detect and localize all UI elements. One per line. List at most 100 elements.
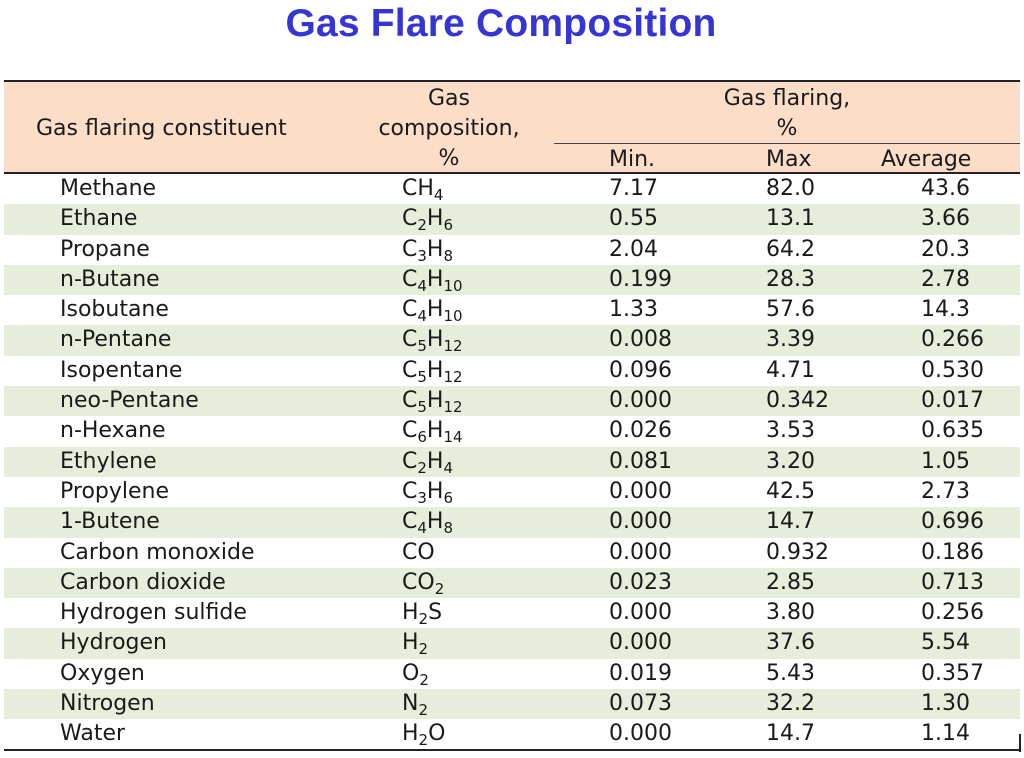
formula-subscript: 8 bbox=[443, 246, 454, 265]
cell-max: 0.342 bbox=[766, 388, 829, 414]
cell-min: 0.000 bbox=[609, 388, 672, 414]
cell-min: 0.55 bbox=[609, 206, 658, 232]
formula-element: H bbox=[426, 478, 444, 504]
header-constituent: Gas flaring constituent bbox=[36, 116, 287, 141]
table-row: Isobutane C4H10 1.33 57.6 14.3 bbox=[4, 295, 1020, 325]
cell-constituent: neo-Pentane bbox=[60, 388, 199, 414]
table-row: n-Butane C4H10 0.199 28.3 2.78 bbox=[4, 264, 1020, 296]
cell-constituent: n-Butane bbox=[60, 266, 160, 292]
cell-formula: CO2 bbox=[402, 570, 444, 597]
formula-element: C bbox=[402, 418, 418, 444]
table-row: Carbon monoxide CO 0.000 0.932 0.186 bbox=[4, 538, 1020, 568]
cell-average: 1.05 bbox=[921, 448, 970, 474]
formula-element: S bbox=[428, 600, 443, 626]
cell-constituent: Carbon monoxide bbox=[60, 539, 255, 565]
cell-average: 0.635 bbox=[921, 418, 984, 444]
formula-element: C bbox=[402, 236, 418, 262]
formula-element: H bbox=[426, 418, 444, 444]
formula-subscript: 4 bbox=[417, 519, 427, 538]
cell-constituent: Hydrogen sulfide bbox=[60, 600, 247, 626]
cell-constituent: Ethylene bbox=[60, 448, 157, 474]
table-row: Hydrogen sulfide H2S 0.000 3.80 0.256 bbox=[4, 598, 1020, 628]
cell-average: 1.30 bbox=[921, 691, 970, 717]
cell-average: 5.54 bbox=[921, 630, 970, 656]
formula-element: O bbox=[402, 660, 420, 686]
formula-subscript: 6 bbox=[443, 488, 454, 507]
cell-average: 0.266 bbox=[921, 327, 984, 353]
cell-min: 0.000 bbox=[609, 539, 672, 565]
table-body: Methane CH4 7.17 82.0 43.6 Ethane C2H6 0.55 13.1… bbox=[4, 174, 1020, 750]
cell-average: 20.3 bbox=[921, 236, 970, 262]
table-row: Isopentane C5H12 0.096 4.71 0.530 bbox=[4, 356, 1020, 386]
formula-element: H bbox=[426, 266, 444, 292]
header-composition-line2: composition, bbox=[378, 116, 520, 141]
table-row: Ethylene C2H4 0.081 3.20 1.05 bbox=[4, 446, 1020, 477]
cell-max: 42.5 bbox=[766, 478, 815, 504]
cell-formula: C6H14 bbox=[402, 418, 463, 447]
cell-formula: C2H4 bbox=[402, 448, 453, 477]
cell-min: 0.023 bbox=[609, 569, 672, 595]
formula-element: H bbox=[426, 357, 444, 383]
cell-constituent: Ethane bbox=[60, 206, 138, 232]
cell-formula: H2S bbox=[402, 600, 443, 627]
cell-constituent: Methane bbox=[60, 176, 157, 201]
formula-subscript: 14 bbox=[443, 428, 463, 447]
cell-formula: N2 bbox=[402, 691, 429, 720]
table-row: n-Hexane C6H14 0.026 3.53 0.635 bbox=[4, 416, 1020, 446]
cell-min: 0.026 bbox=[609, 418, 672, 444]
table-row: neo-Pentane C5H12 0.000 0.342 0.017 bbox=[4, 386, 1020, 417]
formula-subscript: 2 bbox=[417, 216, 427, 235]
cell-constituent: Nitrogen bbox=[60, 691, 155, 717]
formula-subscript: 2 bbox=[418, 701, 429, 720]
cell-max: 4.71 bbox=[766, 357, 815, 383]
formula-element: H bbox=[402, 630, 419, 656]
formula-subscript: 3 bbox=[417, 488, 427, 507]
table-row: 1-Butene C4H8 0.000 14.7 0.696 bbox=[4, 507, 1020, 538]
formula-element: H bbox=[426, 388, 444, 414]
cell-average: 0.357 bbox=[921, 660, 984, 686]
cell-average: 3.66 bbox=[921, 206, 970, 232]
formula-subscript: 10 bbox=[443, 276, 463, 295]
formula-element: CO bbox=[402, 539, 435, 565]
header-composition-line3: % bbox=[438, 146, 460, 171]
cell-min: 7.17 bbox=[609, 176, 658, 201]
cell-average: 0.713 bbox=[921, 569, 984, 595]
header-average: Average bbox=[881, 147, 972, 172]
formula-subscript: 5 bbox=[417, 398, 427, 417]
cell-min: 0.000 bbox=[609, 630, 672, 656]
cell-average: 0.696 bbox=[921, 509, 984, 535]
formula-element: H bbox=[426, 327, 444, 353]
header-max: Max bbox=[766, 147, 812, 172]
table-row: Nitrogen N2 0.073 32.2 1.30 bbox=[4, 689, 1020, 720]
cell-min: 1.33 bbox=[609, 297, 658, 323]
formula-subscript: 6 bbox=[417, 428, 427, 447]
cell-constituent: Propylene bbox=[60, 478, 170, 504]
cell-min: 0.081 bbox=[609, 448, 672, 474]
formula-element: H bbox=[426, 448, 444, 474]
cell-average: 0.256 bbox=[921, 600, 984, 626]
cell-constituent: n-Pentane bbox=[60, 327, 172, 353]
cell-average: 14.3 bbox=[921, 297, 970, 323]
cell-max: 57.6 bbox=[766, 297, 815, 323]
cell-min: 0.000 bbox=[609, 478, 672, 504]
formula-subscript: 2 bbox=[417, 458, 427, 477]
formula-element: C bbox=[402, 297, 418, 323]
header-flaring-line2: % bbox=[776, 116, 798, 141]
formula-subscript: 4 bbox=[433, 186, 444, 204]
formula-subscript: 8 bbox=[443, 519, 454, 538]
formula-element: C bbox=[402, 509, 418, 535]
cell-formula: C4H10 bbox=[402, 266, 463, 295]
formula-subscript: 10 bbox=[443, 307, 463, 326]
page-title: Gas Flare Composition bbox=[285, 2, 717, 45]
cell-formula: CO bbox=[402, 540, 435, 565]
formula-element: C bbox=[402, 478, 418, 504]
formula-subscript: 3 bbox=[417, 246, 427, 265]
cell-constituent: Water bbox=[60, 721, 126, 747]
cell-min: 2.04 bbox=[609, 236, 658, 262]
cell-formula: C5H12 bbox=[402, 357, 463, 385]
cell-constituent: Propane bbox=[60, 236, 150, 262]
cell-constituent: Isopentane bbox=[60, 357, 183, 383]
formula-element: C bbox=[402, 357, 418, 383]
table-row: Methane CH4 7.17 82.0 43.6 bbox=[4, 174, 1020, 204]
cell-average: 0.017 bbox=[921, 388, 984, 414]
